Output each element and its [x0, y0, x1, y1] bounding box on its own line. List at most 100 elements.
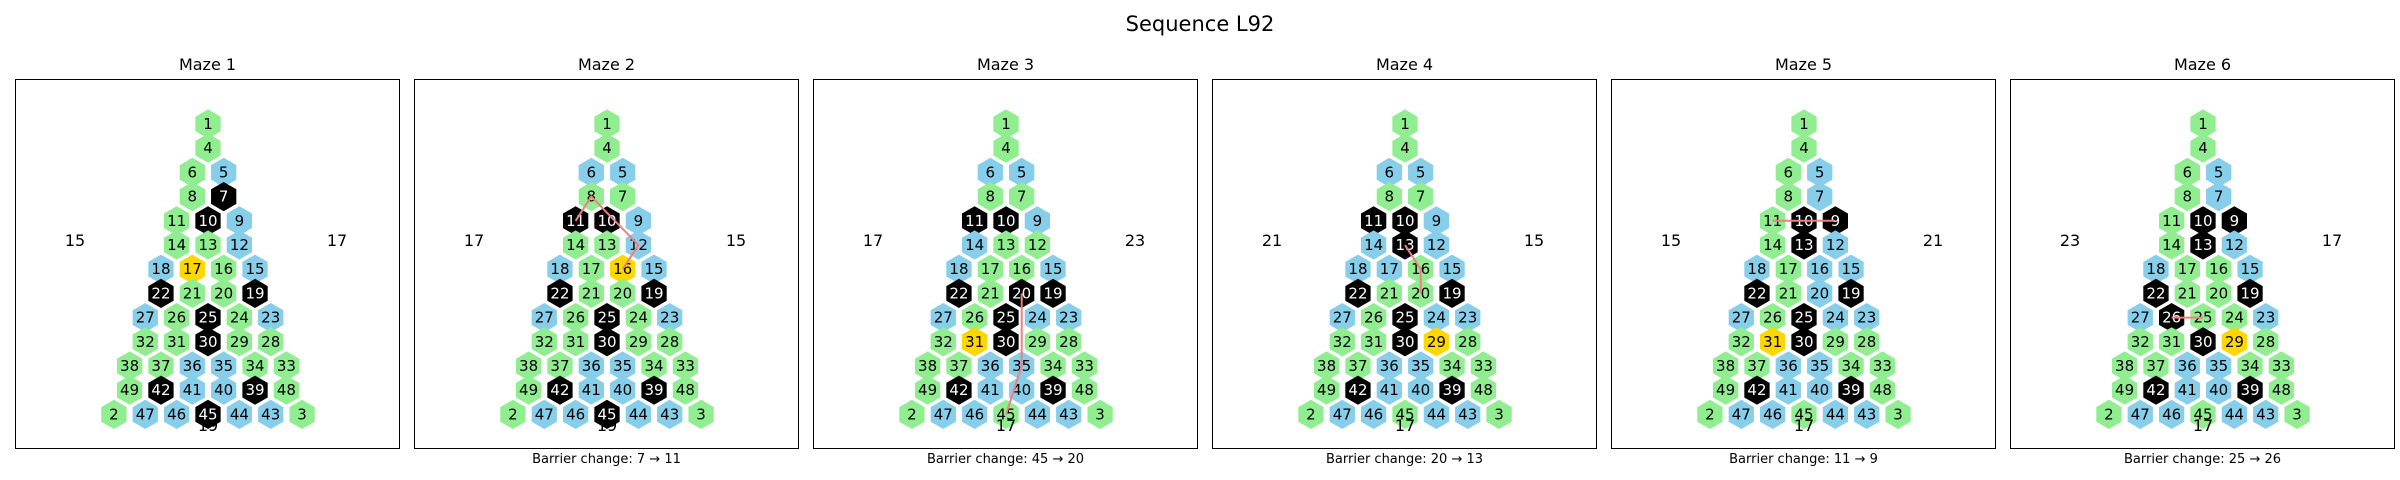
- hex-shape: [1009, 157, 1035, 187]
- hex-cell-28: 28: [657, 327, 683, 357]
- hex-cell-2: 2: [500, 399, 526, 429]
- hex-number: 28: [1857, 333, 1876, 351]
- hex-shape: [1071, 351, 1098, 381]
- hex-shape: [258, 303, 284, 333]
- hex-number: 46: [167, 405, 186, 423]
- hex-shape: [946, 254, 972, 284]
- hex-shape: [531, 303, 557, 333]
- hex-cell-35: 35: [1408, 351, 1434, 381]
- hex-shape: [1376, 254, 1402, 284]
- hex-number: 13: [996, 236, 1015, 254]
- hex-cell-4: 4: [1392, 133, 1418, 163]
- hex-cell-11: 11: [1361, 206, 1387, 236]
- hex-cell-34: 34: [1040, 351, 1066, 381]
- hex-cell-4: 4: [2190, 133, 2216, 163]
- hex-cell-47: 47: [1329, 399, 1355, 429]
- hex-shape: [2174, 351, 2200, 381]
- hex-number: 49: [1716, 381, 1735, 399]
- hex-shape: [563, 327, 589, 357]
- hex-shape: [179, 254, 205, 284]
- maze-board: 12 34567891011121314151617181920212223242…: [414, 79, 799, 449]
- hex-cell-25: 25: [594, 303, 620, 333]
- hex-shape: [1744, 351, 1770, 381]
- hex-shape: [547, 351, 573, 381]
- hex-shape: [1470, 375, 1497, 405]
- hex-cell-16: 16: [211, 254, 237, 284]
- hex-number: 37: [151, 357, 170, 375]
- hex-shape: [242, 351, 268, 381]
- hex-shape: [164, 206, 190, 236]
- hex-cell-40: 40: [1408, 375, 1434, 405]
- hex-cell-16: 16: [2206, 254, 2232, 284]
- hex-cell-39: 39: [1838, 375, 1864, 405]
- hex-number: 3: [2292, 405, 2302, 423]
- hex-shape: [625, 327, 651, 357]
- hex-number: 37: [2146, 357, 2165, 375]
- hex-shape: [1822, 327, 1848, 357]
- hex-number: 40: [1810, 381, 1829, 399]
- hex-number: 48: [1474, 381, 1493, 399]
- hex-cell-47: 47: [2127, 399, 2153, 429]
- hex-number: 22: [1747, 284, 1766, 302]
- hex-number: 13: [2193, 236, 2212, 254]
- hex-shape: [2143, 278, 2169, 308]
- hex-number: 10: [996, 212, 1015, 230]
- hex-shape: [2127, 327, 2153, 357]
- hex-shape: [610, 182, 636, 212]
- hex-shape: [2143, 254, 2169, 284]
- hex-number: 14: [2162, 236, 2181, 254]
- hex-shape: [2221, 399, 2247, 429]
- hex-shape: [1439, 351, 1465, 381]
- hex-shape: [148, 351, 174, 381]
- hex-shape: [610, 254, 636, 284]
- hex-cell-23: 23: [657, 303, 683, 333]
- hex-number: 1: [1799, 115, 1809, 133]
- hex-cell-13: 13: [195, 230, 221, 260]
- hex-number: 7: [219, 188, 229, 206]
- hex-shape: [977, 351, 1003, 381]
- hex-cell-40: 40: [610, 375, 636, 405]
- hex-number: 43: [1059, 405, 1078, 423]
- hex-cell-42: 42: [1744, 375, 1770, 405]
- hex-shape: [1822, 303, 1848, 333]
- hex-number: 23: [660, 309, 679, 327]
- hex-number: 49: [918, 381, 937, 399]
- hex-number: 41: [1779, 381, 1798, 399]
- hex-cell-13: 13: [993, 230, 1019, 260]
- hex-number: 27: [1732, 309, 1751, 327]
- hex-number: 47: [535, 405, 554, 423]
- hex-cell-9: 9: [1024, 206, 1050, 236]
- hex-number: 13: [198, 236, 217, 254]
- hex-number: 48: [277, 381, 296, 399]
- hex-number: 41: [1380, 381, 1399, 399]
- hex-cell-21: 21: [2174, 278, 2200, 308]
- hex-shape: [1775, 254, 1801, 284]
- hex-cell-39: 39: [641, 375, 667, 405]
- hex-cell-49: 49: [116, 375, 143, 405]
- left-side-value: 21: [1262, 231, 1282, 250]
- hex-number: 16: [2209, 260, 2228, 278]
- hex-shape: [1791, 399, 1817, 429]
- hex-shape: [1760, 399, 1786, 429]
- hex-number: 11: [1364, 212, 1383, 230]
- hex-cell-48: 48: [672, 375, 699, 405]
- hex-cell-43: 43: [258, 399, 284, 429]
- hex-shape: [211, 254, 237, 284]
- hex-number: 38: [2115, 357, 2134, 375]
- hex-cell-31: 31: [962, 327, 988, 357]
- hex-number: 31: [1364, 333, 1383, 351]
- hex-cell-1: 1: [1392, 109, 1418, 139]
- hex-cell-15: 15: [242, 254, 268, 284]
- hex-shape: [1024, 399, 1050, 429]
- hex-number: 38: [120, 357, 139, 375]
- hex-shape: [1376, 351, 1402, 381]
- hex-number: 23: [2256, 309, 2275, 327]
- hex-shape: [195, 109, 221, 139]
- hex-shape: [1439, 375, 1465, 405]
- hex-cell-48: 48: [2268, 375, 2295, 405]
- hex-cell-2: 2: [2096, 399, 2122, 429]
- hex-cell-29: 29: [1423, 327, 1449, 357]
- hex-shape: [641, 278, 667, 308]
- hex-number: 15: [1841, 260, 1860, 278]
- hex-cell-48: 48: [1869, 375, 1896, 405]
